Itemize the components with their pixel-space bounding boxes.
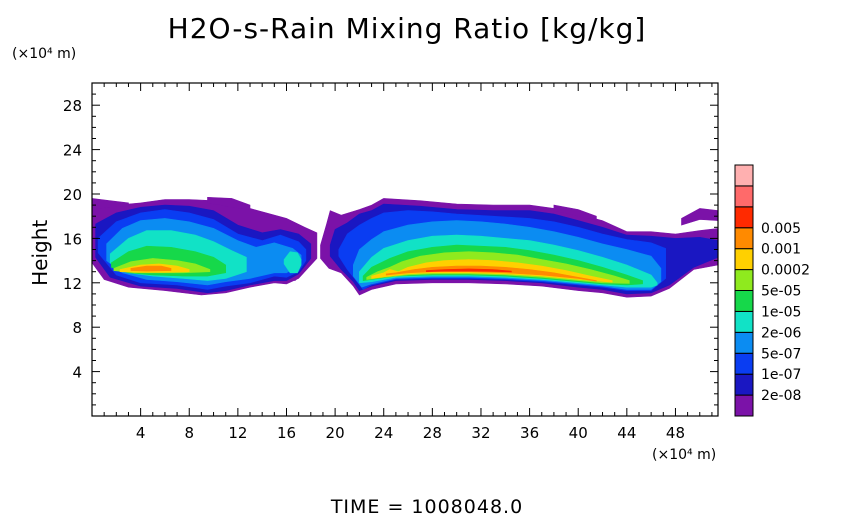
- y-tick-label: 24: [63, 142, 82, 160]
- x-tick-label: 20: [326, 424, 345, 442]
- colorbar-label: 5e-07: [761, 346, 801, 362]
- y-axis-label: Height: [28, 220, 52, 286]
- x-tick-label: 32: [471, 424, 490, 442]
- x-tick-label: 36: [520, 424, 539, 442]
- y-axis-unit: (×10⁴ m): [12, 46, 77, 62]
- colorbar-swatch: [734, 290, 754, 312]
- chart-title: H2O-s-Rain Mixing Ratio [kg/kg]: [167, 12, 647, 45]
- colorbar-label: 1e-07: [761, 367, 801, 383]
- colorbar-swatch: [734, 394, 754, 417]
- colorbar-swatch: [734, 248, 754, 271]
- colorbar-swatch: [734, 206, 754, 229]
- colorbar: 0.005 0.001 0.0002 5e-05 1e-05 2e-06 5e-07 1e-0…: [734, 164, 810, 417]
- y-tick-label: 16: [63, 230, 82, 248]
- colorbar-label: 2e-06: [761, 325, 801, 341]
- y-tick-label: 8: [72, 319, 82, 337]
- x-tick-label: 40: [569, 424, 588, 442]
- colorbar-swatch: [734, 227, 754, 250]
- y-tick-label: 28: [63, 97, 82, 115]
- colorbar-swatch: [734, 352, 754, 375]
- colorbar-swatch: [734, 185, 754, 208]
- contour-region: [553, 204, 597, 221]
- colorbar-swatch: [734, 373, 754, 396]
- x-tick-label: 48: [666, 424, 685, 442]
- x-tick-label: 8: [184, 424, 194, 442]
- contour-region: [426, 268, 512, 273]
- x-tick-label: 12: [228, 424, 247, 442]
- x-tick-label: 24: [374, 424, 393, 442]
- time-label: TIME = 1008048.0: [330, 496, 524, 518]
- colorbar-swatch: [734, 269, 754, 292]
- y-tick-label: 12: [63, 275, 82, 293]
- mixing-ratio-field: [92, 196, 718, 298]
- x-tick-label: 28: [423, 424, 442, 442]
- colorbar-swatch: [734, 164, 754, 187]
- contour-region: [207, 196, 251, 210]
- colorbar-swatch: [734, 310, 754, 333]
- contour-region: [130, 265, 172, 272]
- colorbar-label: 0.001: [761, 242, 801, 258]
- y-tick-label: 4: [72, 364, 82, 382]
- contour-region: [92, 198, 129, 210]
- colorbar-label: 0.0002: [761, 263, 810, 279]
- y-tick-label: 20: [63, 186, 82, 204]
- x-tick-label: 16: [277, 424, 296, 442]
- colorbar-label: 0.005: [761, 221, 801, 237]
- colorbar-label: 2e-08: [761, 388, 801, 404]
- x-axis-unit: (×10⁴ m): [652, 447, 717, 463]
- contour-region: [681, 208, 718, 226]
- x-tick-label: 44: [617, 424, 636, 442]
- contour-region: [283, 251, 302, 274]
- colorbar-label: 5e-05: [761, 284, 801, 300]
- colorbar-label: 1e-05: [761, 304, 801, 320]
- colorbar-swatch: [734, 331, 754, 354]
- x-tick-label: 4: [136, 424, 146, 442]
